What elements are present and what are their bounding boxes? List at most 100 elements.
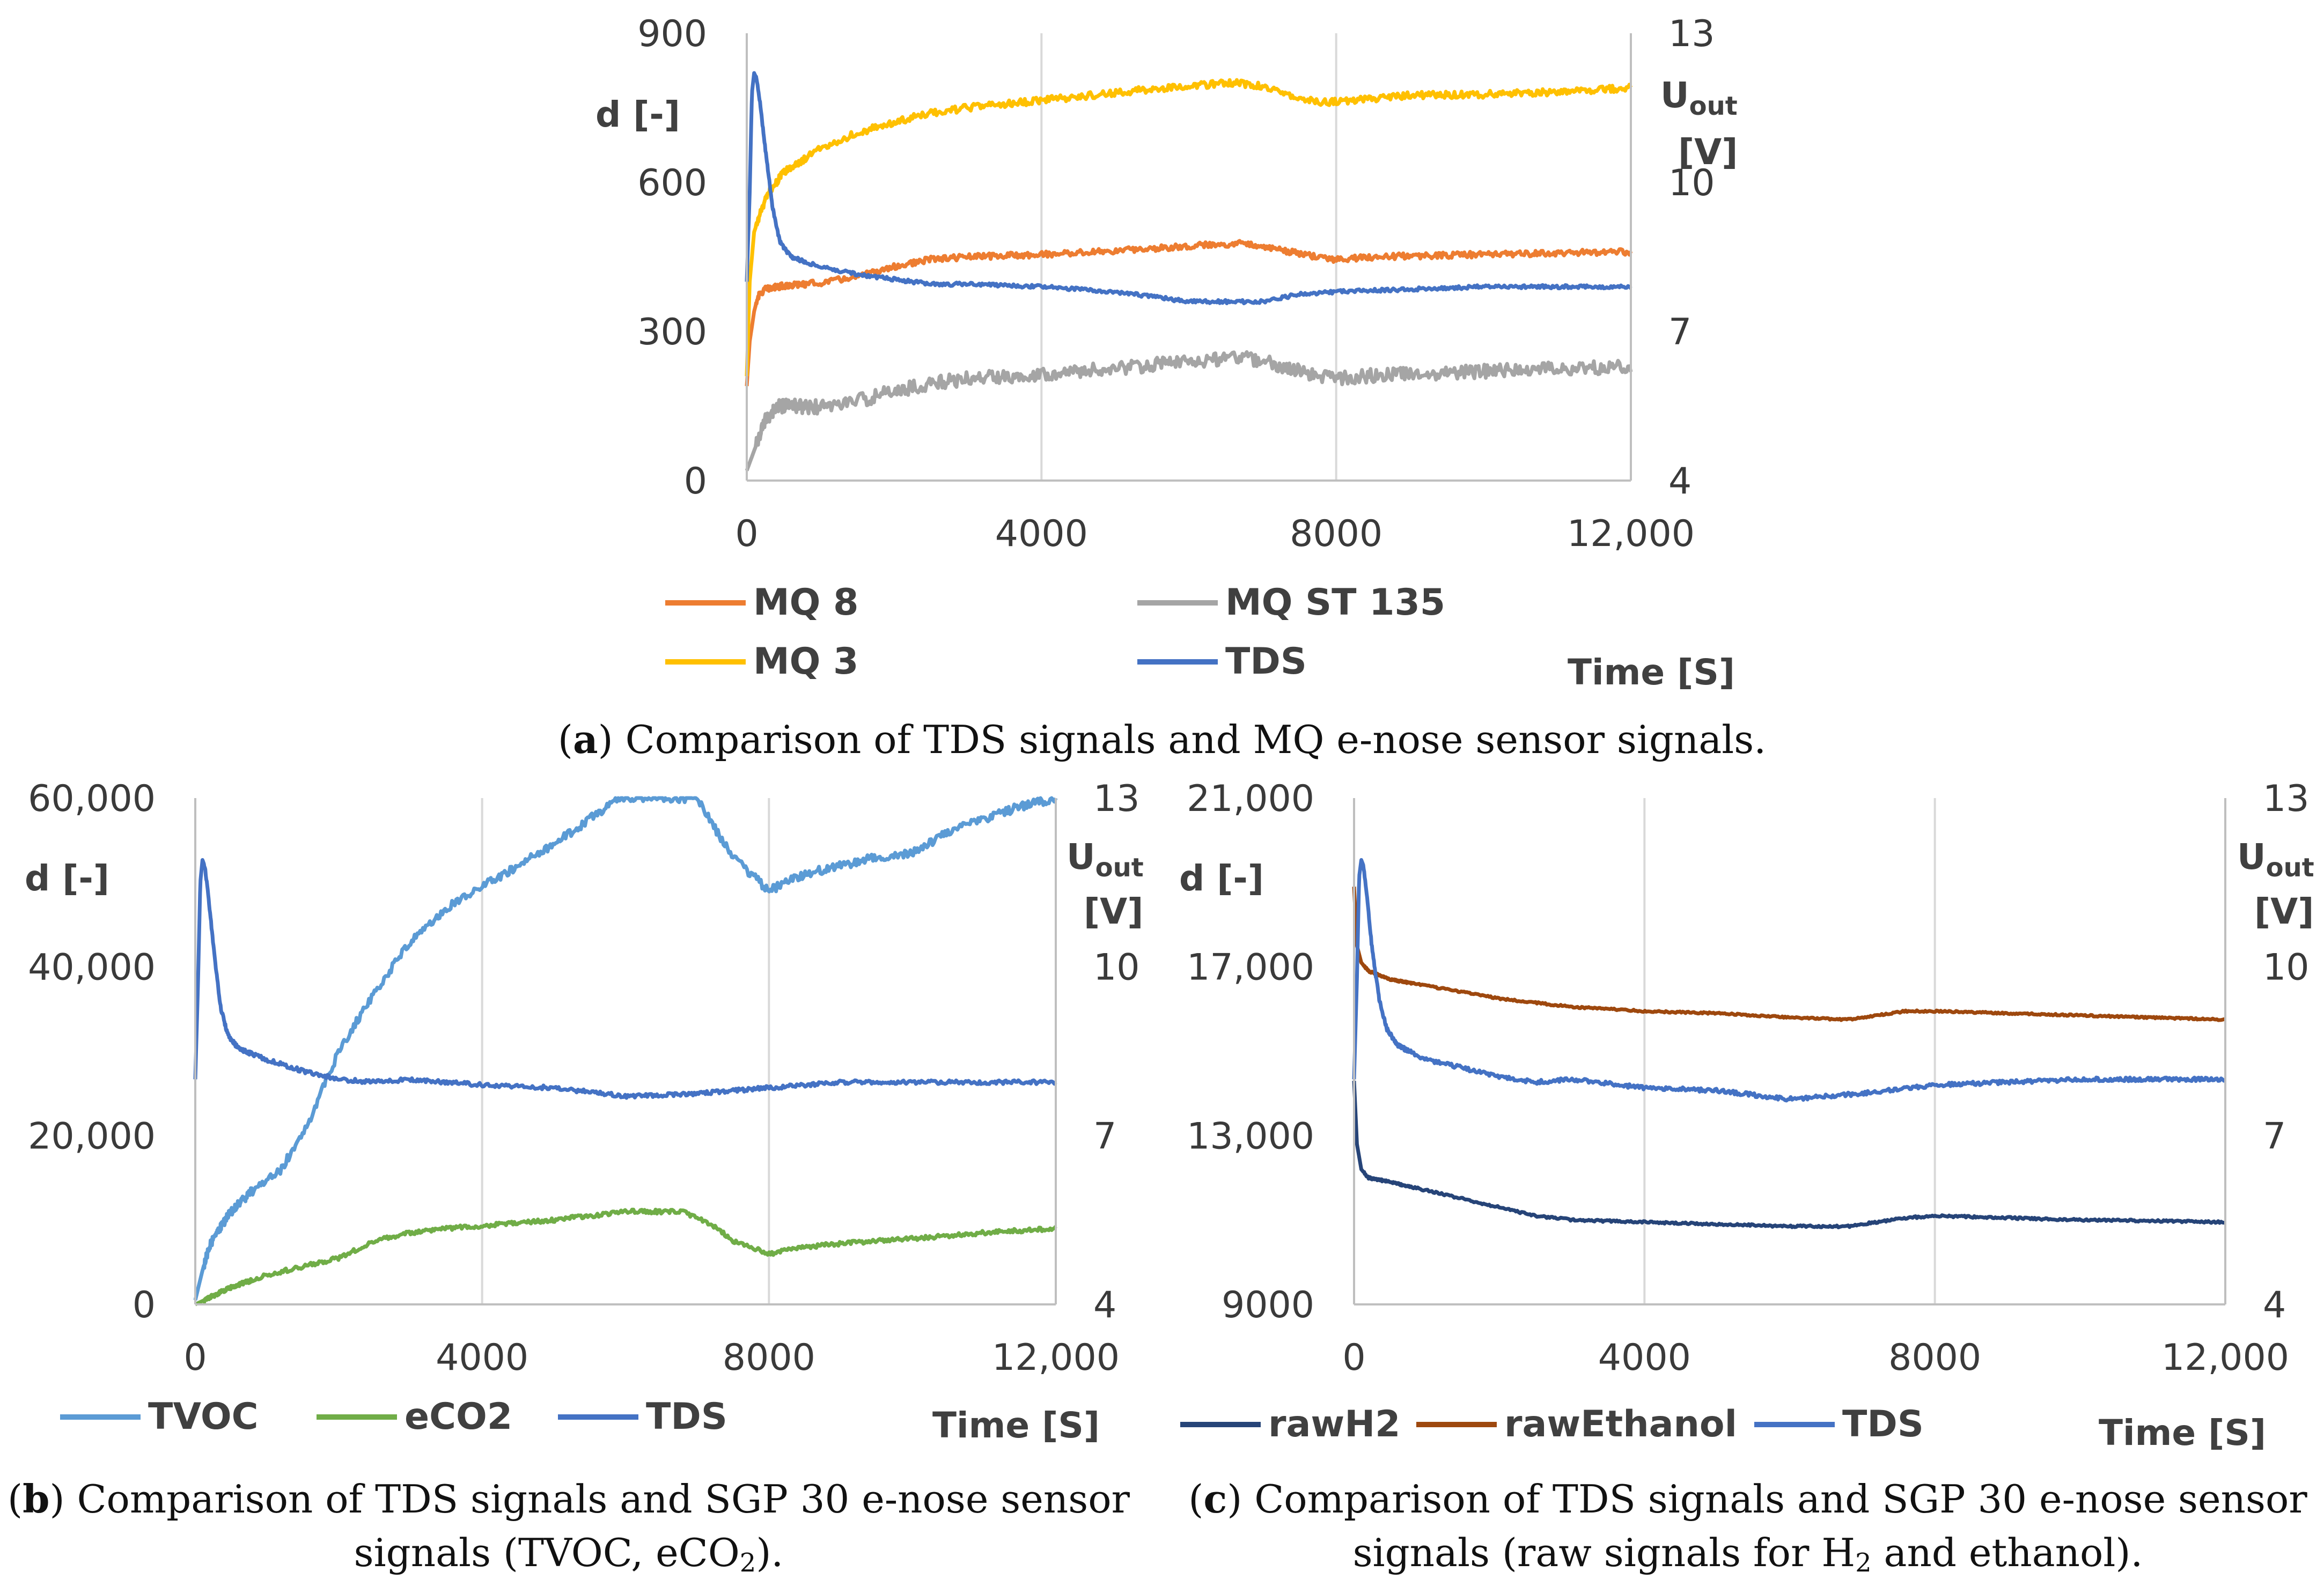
y2-tick-label: 4 — [2263, 1284, 2286, 1326]
y-tick-label: 17,000 — [1187, 947, 1314, 989]
axes-a — [746, 33, 1632, 482]
gridlines-c — [1643, 798, 2226, 1304]
y2-axis-label-b: Uout — [1067, 836, 1144, 883]
legend-label: TDS — [1225, 640, 1307, 683]
legend-label: MQ ST 135 — [1225, 581, 1445, 624]
legend-item: TDS — [1137, 640, 1307, 683]
x-tick-label: 8000 — [723, 1337, 815, 1379]
legend-label: rawEthanol — [1504, 1403, 1737, 1445]
x-tick-label: 4000 — [1598, 1337, 1691, 1379]
chart-panel-b: 0 4000 8000 12,000 0 20,000 40,000 60,000 4 7 10 13… — [25, 778, 1144, 1446]
legend-item: MQ ST 135 — [1137, 581, 1445, 624]
legend-label: MQ 8 — [753, 581, 858, 624]
y-tick-label: 0 — [684, 460, 707, 503]
series-line-rawethanol — [1352, 887, 2226, 1022]
y-tick-label: 600 — [637, 162, 707, 204]
y2-tick-label: 13 — [2263, 778, 2310, 820]
y2-tick-label: 13 — [1093, 778, 1140, 820]
legend-label: TDS — [1842, 1403, 1924, 1445]
y2-axis-unit-a: [V] — [1678, 131, 1738, 173]
x-tick-label: 12,000 — [1567, 513, 1695, 555]
y2-tick-label: 13 — [1668, 13, 1715, 55]
y-axis-label-b: d [-] — [25, 858, 109, 899]
series-line-mq-3 — [745, 78, 1633, 377]
x-axis-label-a: Time [S] — [1568, 652, 1735, 693]
chart-panel-a: 0 4000 8000 12,000 0 300 600 900 4 7 10 13 MQ 8 MQ S… — [595, 13, 1738, 693]
legend-item: MQ 3 — [665, 640, 858, 683]
series-line-mq-8 — [745, 239, 1633, 387]
x-tick-label: 4000 — [436, 1337, 528, 1379]
y2-tick-label: 7 — [2263, 1115, 2286, 1157]
legend-item: TVOC — [60, 1396, 259, 1438]
tick-labels-a: 0 4000 8000 12,000 0 300 600 900 4 7 10 13 — [637, 13, 1715, 555]
y-tick-label: 21,000 — [1187, 778, 1314, 820]
x-axis-label-b: Time [S] — [932, 1405, 1100, 1446]
x-tick-label: 0 — [1342, 1337, 1365, 1379]
x-tick-label: 0 — [735, 513, 758, 555]
y-tick-label: 60,000 — [28, 778, 156, 820]
caption-b-line1: (b) Comparison of TDS signals and SGP 30… — [8, 1476, 1130, 1522]
caption-a: (a) Comparison of TDS signals and MQ e-n… — [558, 717, 1766, 762]
caption-b-line2: signals (TVOC, eCO2). — [354, 1530, 784, 1578]
y2-axis-label-c: Uout — [2237, 836, 2314, 883]
legend-item: eCO2 — [317, 1396, 512, 1438]
legend-item: MQ 8 — [665, 581, 858, 624]
series-line-rawh2 — [1352, 1080, 2226, 1229]
y-tick-label: 40,000 — [28, 947, 156, 989]
legend-item: TDS — [558, 1396, 727, 1438]
series-lines-a — [745, 71, 1633, 471]
legend-label: TVOC — [148, 1396, 259, 1438]
gridlines-b — [481, 798, 1057, 1304]
series-lines-b — [193, 796, 1058, 1307]
legend-label: rawH2 — [1268, 1403, 1400, 1445]
y-tick-label: 0 — [133, 1284, 156, 1326]
series-line-mq-st-135 — [745, 350, 1633, 471]
tick-labels-c: 0 4000 8000 12,000 9000 13,000 17,000 21,000 4 7 1… — [1187, 778, 2309, 1379]
y2-axis-unit-c: [V] — [2254, 891, 2314, 932]
y2-tick-label: 10 — [1668, 162, 1715, 204]
y2-axis-label-a: Uout — [1660, 75, 1738, 121]
x-tick-label: 12,000 — [2161, 1337, 2289, 1379]
legend-a: MQ 8 MQ ST 135 MQ 3 TDS — [665, 581, 1445, 683]
series-line-tds — [193, 858, 1057, 1100]
x-tick-label: 12,000 — [992, 1337, 1120, 1379]
x-axis-label-c: Time [S] — [2099, 1412, 2266, 1453]
legend-label: TDS — [646, 1396, 727, 1438]
y2-tick-label: 7 — [1093, 1115, 1116, 1157]
y2-tick-label: 4 — [1668, 460, 1691, 503]
y-tick-label: 900 — [637, 13, 707, 55]
y-tick-label: 13,000 — [1187, 1115, 1314, 1157]
x-tick-label: 4000 — [995, 513, 1088, 555]
y-tick-label: 300 — [637, 311, 707, 353]
legend-c: rawH2 rawEthanol TDS — [1180, 1403, 1924, 1445]
series-lines-c — [1352, 858, 2226, 1229]
axes-b — [194, 798, 1057, 1305]
series-line-tds — [745, 71, 1632, 306]
y2-tick-label: 4 — [1093, 1284, 1116, 1326]
y-axis-label-c: d [-] — [1179, 858, 1264, 899]
y2-tick-label: 10 — [1093, 947, 1140, 989]
legend-item: rawEthanol — [1416, 1403, 1737, 1445]
legend-item: TDS — [1754, 1403, 1924, 1445]
series-line-tds — [1352, 858, 2226, 1103]
x-tick-label: 8000 — [1290, 513, 1382, 555]
legend-item: rawH2 — [1180, 1403, 1400, 1445]
y2-axis-unit-b: [V] — [1084, 891, 1143, 932]
axes-c — [1353, 798, 2226, 1305]
series-line-eco2 — [194, 1207, 1057, 1307]
y-tick-label: 20,000 — [28, 1115, 156, 1157]
y-axis-label-a: d [-] — [595, 94, 680, 135]
y-tick-label: 9000 — [1222, 1284, 1314, 1326]
caption-c-line2: signals (raw signals for H2 and ethanol)… — [1353, 1530, 2143, 1578]
y2-tick-label: 10 — [2263, 947, 2310, 989]
caption-c-line1: (c) Comparison of TDS signals and SGP 30… — [1188, 1476, 2307, 1522]
x-tick-label: 8000 — [1888, 1337, 1981, 1379]
legend-b: TVOC eCO2 TDS — [60, 1396, 727, 1438]
legend-label: eCO2 — [405, 1396, 512, 1438]
x-tick-label: 0 — [183, 1337, 207, 1379]
y2-tick-label: 7 — [1668, 311, 1691, 353]
legend-label: MQ 3 — [753, 640, 858, 683]
chart-panel-c: 0 4000 8000 12,000 9000 13,000 17,000 21,000 4 7 1… — [1179, 778, 2314, 1453]
tick-labels-b: 0 4000 8000 12,000 0 20,000 40,000 60,000 4 7 10 13 — [28, 778, 1139, 1379]
